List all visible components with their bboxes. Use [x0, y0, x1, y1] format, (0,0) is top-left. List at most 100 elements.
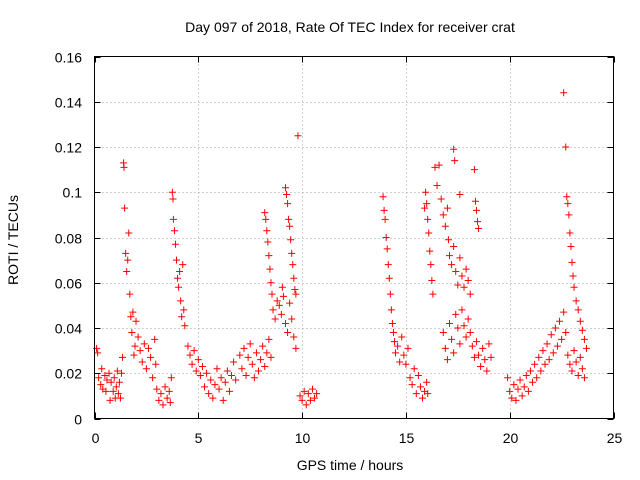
data-point [396, 358, 404, 366]
data-point [266, 265, 274, 273]
data-point [567, 243, 575, 251]
data-point [287, 236, 295, 244]
data-point [428, 276, 436, 284]
data-point [288, 249, 296, 257]
data-point [477, 362, 485, 370]
data-point [294, 132, 302, 140]
data-point [541, 360, 549, 368]
data-point [466, 290, 474, 298]
data-point [125, 229, 133, 237]
data-point [464, 276, 472, 284]
data-point [230, 358, 238, 366]
data-point [460, 283, 468, 291]
data-point [408, 381, 416, 389]
data-point [296, 392, 304, 400]
data-point [103, 376, 111, 384]
data-point [277, 310, 285, 318]
data-point [443, 204, 451, 212]
data-point [580, 374, 588, 382]
data-point [487, 353, 495, 361]
data-point [504, 374, 512, 382]
data-point [516, 376, 524, 384]
data-point [283, 191, 291, 199]
data-point [445, 252, 453, 260]
data-point [151, 335, 159, 343]
data-point [169, 215, 177, 223]
data-point [281, 319, 289, 327]
data-point [472, 206, 480, 214]
data-point [263, 349, 271, 357]
x-tick-label: 5 [195, 430, 203, 446]
data-point [263, 227, 271, 235]
data-point [236, 351, 244, 359]
data-point [551, 324, 559, 332]
data-point [568, 258, 576, 266]
data-point [410, 365, 418, 373]
data-point [562, 143, 570, 151]
data-point [112, 383, 120, 391]
data-point [427, 261, 435, 269]
data-point [524, 387, 532, 395]
data-point [572, 358, 580, 366]
data-point [576, 317, 584, 325]
data-point [444, 236, 452, 244]
data-point [435, 161, 443, 169]
y-tick-label: 0.02 [55, 366, 82, 382]
data-point [412, 390, 420, 398]
data-point [153, 385, 161, 393]
data-point [265, 252, 273, 260]
data-point [291, 286, 299, 294]
data-point [475, 351, 483, 359]
data-point [426, 247, 434, 255]
data-point [382, 234, 390, 241]
data-point [129, 308, 137, 316]
data-point [219, 396, 227, 404]
data-point [205, 390, 213, 398]
data-point [140, 340, 148, 348]
data-point [402, 360, 410, 368]
data-point [211, 381, 219, 389]
data-point [388, 319, 396, 327]
data-point [94, 349, 102, 357]
data-point [285, 215, 293, 223]
data-point [569, 272, 577, 280]
data-point [537, 367, 545, 375]
data-point [255, 367, 263, 375]
data-point [175, 283, 183, 291]
data-point [209, 394, 217, 402]
data-point [566, 229, 574, 237]
grid-lines [94, 56, 614, 419]
data-point [508, 394, 516, 402]
data-point [529, 378, 537, 386]
data-point [288, 315, 296, 323]
data-point [284, 329, 292, 337]
y-tick-label: 0.14 [55, 95, 82, 111]
data-point [450, 349, 458, 357]
y-tick-label: 0.12 [55, 140, 82, 156]
x-tick-label: 20 [503, 430, 519, 446]
y-tick-label: 0.04 [55, 321, 82, 337]
data-point [290, 333, 298, 341]
data-point [568, 367, 576, 375]
data-point [298, 396, 306, 404]
data-point [458, 306, 466, 314]
data-point [560, 308, 568, 316]
data-point [381, 215, 389, 223]
data-point [572, 297, 580, 305]
data-point [466, 329, 474, 337]
data-point [265, 335, 273, 343]
data-point [406, 374, 414, 382]
data-point [416, 383, 424, 391]
data-point [192, 367, 200, 375]
data-point [157, 390, 165, 398]
data-point [556, 317, 564, 325]
data-point [475, 224, 483, 232]
data-point [423, 378, 431, 386]
data-point [124, 256, 132, 264]
data-point [267, 353, 275, 361]
data-point [190, 347, 198, 355]
data-point [518, 392, 526, 400]
data-point [228, 372, 236, 380]
y-tick-label: 0.1 [63, 185, 83, 201]
